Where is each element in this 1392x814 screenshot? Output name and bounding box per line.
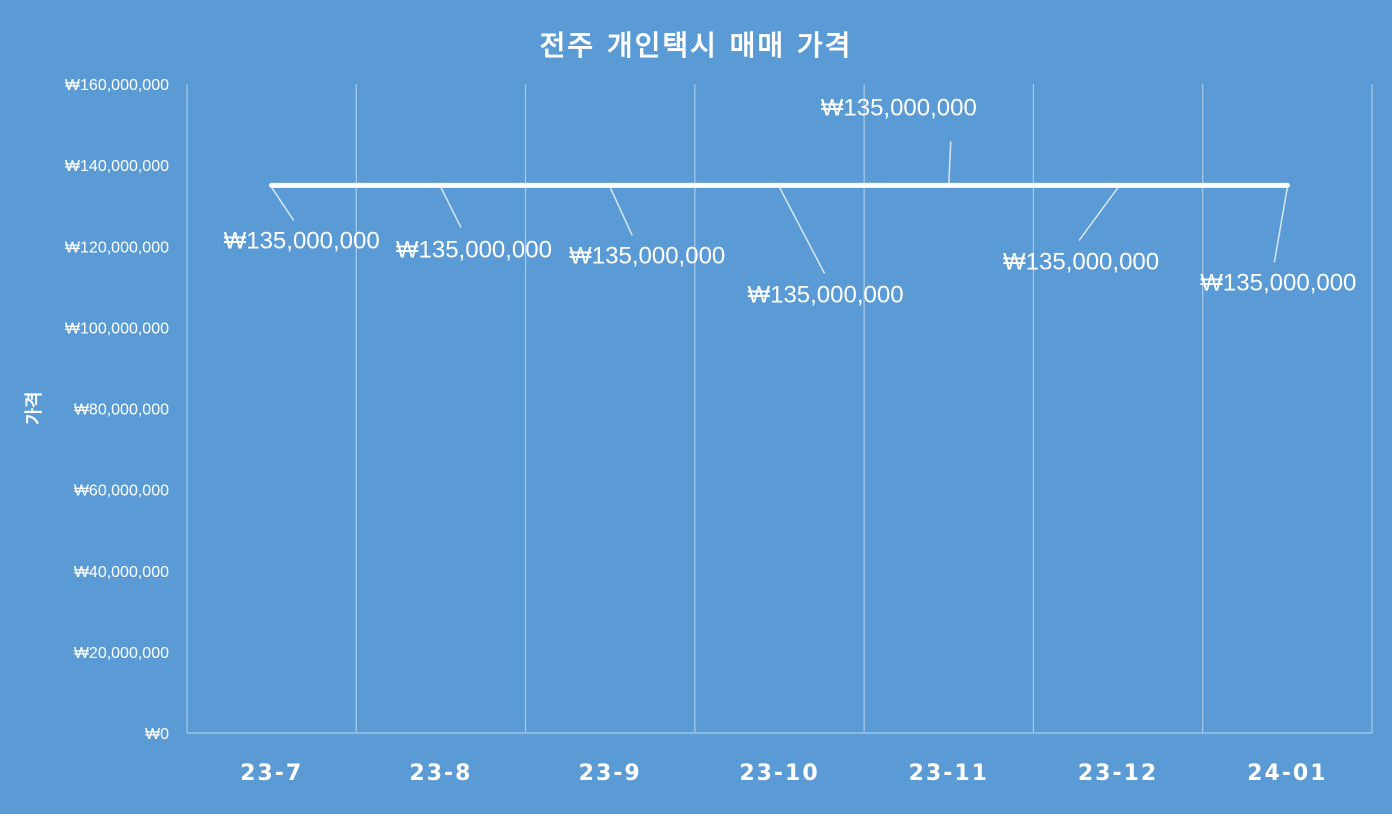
- gridlines: [355, 84, 1373, 733]
- x-tick-labels: 23-7 23-8 23-9 23-10 23-11 23-12 24-01: [240, 761, 1327, 786]
- data-label-leader: [778, 187, 826, 274]
- series-layer: [269, 182, 1290, 188]
- data-point: [607, 182, 613, 188]
- y-tick-label: ₩20,000,000: [74, 645, 169, 662]
- data-label-leader: [1273, 187, 1289, 263]
- data-point: [946, 182, 952, 188]
- data-label: ₩135,000,000: [821, 94, 977, 121]
- x-tick-label: 23-8: [409, 761, 472, 786]
- data-label: ₩135,000,000: [1200, 269, 1356, 296]
- axes: [186, 84, 1372, 734]
- data-point: [777, 182, 782, 188]
- data-labels: ₩135,000,000 ₩135,000,000 ₩135,000,000 ₩135…: [224, 94, 1357, 308]
- data-point: [1284, 182, 1290, 188]
- y-tick-labels: ₩0 ₩20,000,000 ₩40,000,000 ₩60,000,000 ₩80,0…: [65, 77, 169, 743]
- data-label: ₩135,000,000: [224, 227, 380, 254]
- y-tick-label: ₩40,000,000: [74, 564, 169, 581]
- x-tick-label: 23-9: [579, 761, 642, 786]
- y-tick-label: ₩160,000,000: [65, 77, 169, 94]
- data-point: [269, 182, 275, 188]
- y-tick-label: ₩140,000,000: [65, 158, 169, 175]
- x-tick-label: 23-7: [240, 761, 303, 786]
- data-point: [1115, 182, 1121, 188]
- chart-title: 전주 개인택시 매매 가격: [540, 29, 853, 62]
- y-tick-label: ₩60,000,000: [74, 483, 169, 500]
- data-point: [438, 182, 444, 188]
- y-tick-label: ₩120,000,000: [65, 239, 169, 256]
- y-tick-label: ₩100,000,000: [65, 320, 169, 337]
- x-tick-label: 24-01: [1247, 761, 1327, 786]
- data-label: ₩135,000,000: [396, 236, 552, 263]
- x-tick-label: 23-10: [739, 761, 819, 786]
- x-tick-label: 23-12: [1078, 761, 1158, 786]
- y-tick-label: ₩0: [145, 726, 169, 743]
- data-label-leader: [609, 187, 633, 236]
- data-label-leaders: [271, 141, 1289, 274]
- data-label: ₩135,000,000: [747, 281, 903, 308]
- data-label: ₩135,000,000: [569, 242, 725, 269]
- data-label-leader: [948, 141, 952, 184]
- y-tick-label: ₩80,000,000: [74, 402, 169, 419]
- x-tick-label: 23-11: [909, 761, 989, 786]
- data-label-leader: [271, 186, 295, 221]
- data-label-leader: [1078, 186, 1119, 241]
- y-axis-label: 가격: [24, 391, 45, 424]
- data-label: ₩135,000,000: [1003, 248, 1159, 275]
- data-label-leader: [440, 187, 462, 228]
